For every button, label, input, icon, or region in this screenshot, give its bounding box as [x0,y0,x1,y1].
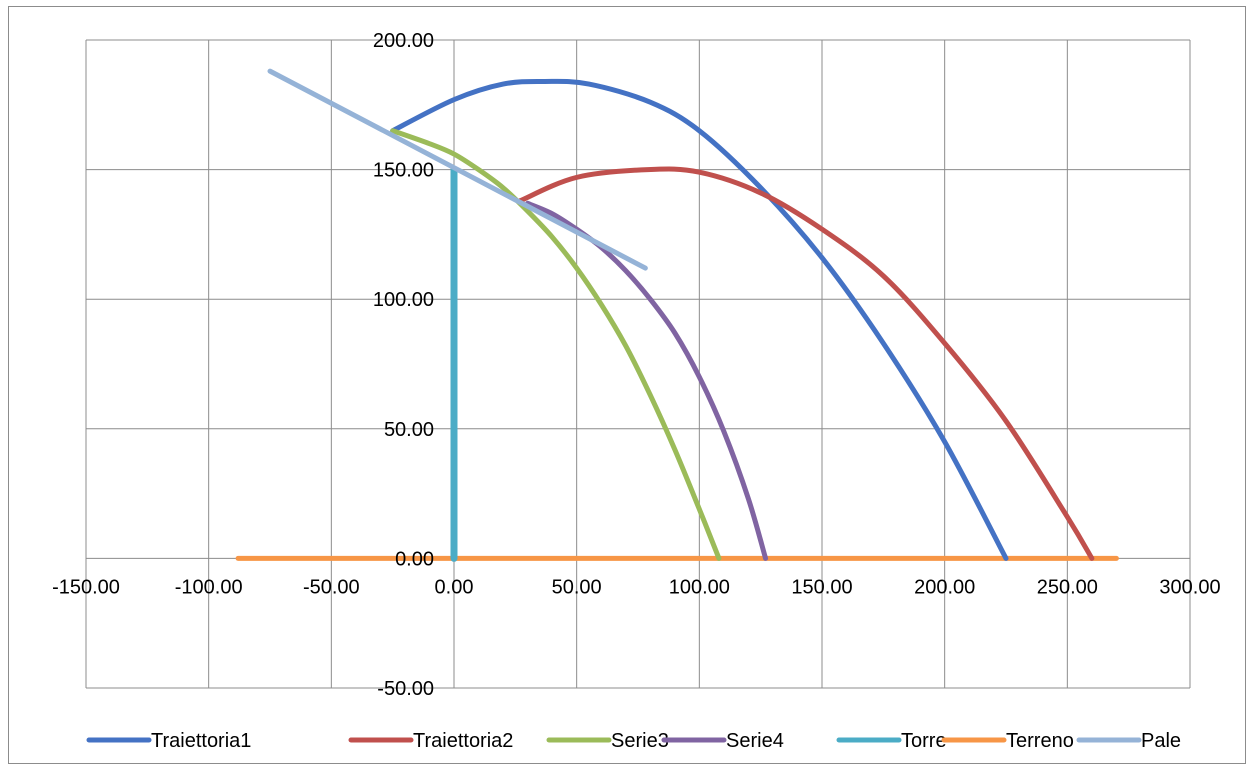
x-tick-label: 0.00 [435,576,474,598]
series-line-serie4 [525,200,769,561]
x-tick-label: -50.00 [303,576,360,598]
x-tick-label: -150.00 [52,576,120,598]
x-tick-label: 150.00 [791,576,852,598]
legend-label-serie4: Serie4 [726,730,784,752]
x-tick-label: -100.00 [175,576,243,598]
x-tick-label: 100.00 [669,576,730,598]
y-tick-label: 50.00 [384,419,434,441]
y-tick-label: -50.00 [377,678,434,700]
series-line-pale [267,68,648,271]
x-tick-label: 300.00 [1159,576,1220,598]
x-tick-label: 200.00 [914,576,975,598]
series-line-traiettoria1 [390,78,1009,561]
tick-labels: -150.00 -100.00 -50.00 0.00 50.00 100.00 150.0… [52,30,1221,700]
x-tick-label: 50.00 [552,576,602,598]
grid [85,39,1191,689]
y-tick-label: 200.00 [373,30,434,52]
legend-label-terreno: Terreno [1006,730,1074,752]
legend: Traiettoria1 Traiettoria2 Serie3 Serie4 Torr… [86,730,1181,752]
legend-label-serie3: Serie3 [611,730,669,752]
legend-label-traiettoria1: Traiettoria1 [151,730,251,752]
chart-frame: -150.00 -100.00 -50.00 0.00 50.00 100.00 150.0… [8,6,1246,764]
legend-label-torre: Torre [901,730,947,752]
legend-label-traiettoria2: Traiettoria2 [413,730,513,752]
legend-label-pale: Pale [1141,730,1181,752]
y-tick-label: 100.00 [373,289,434,311]
series-line-traiettoria2 [517,166,1095,561]
series-line-serie3 [390,128,722,561]
line-chart: -150.00 -100.00 -50.00 0.00 50.00 100.00 150.0… [52,30,1221,752]
x-tick-label: 250.00 [1037,576,1098,598]
series-layer [235,68,1119,562]
y-tick-label: 150.00 [373,160,434,182]
y-tick-label: 0.00 [395,548,434,570]
